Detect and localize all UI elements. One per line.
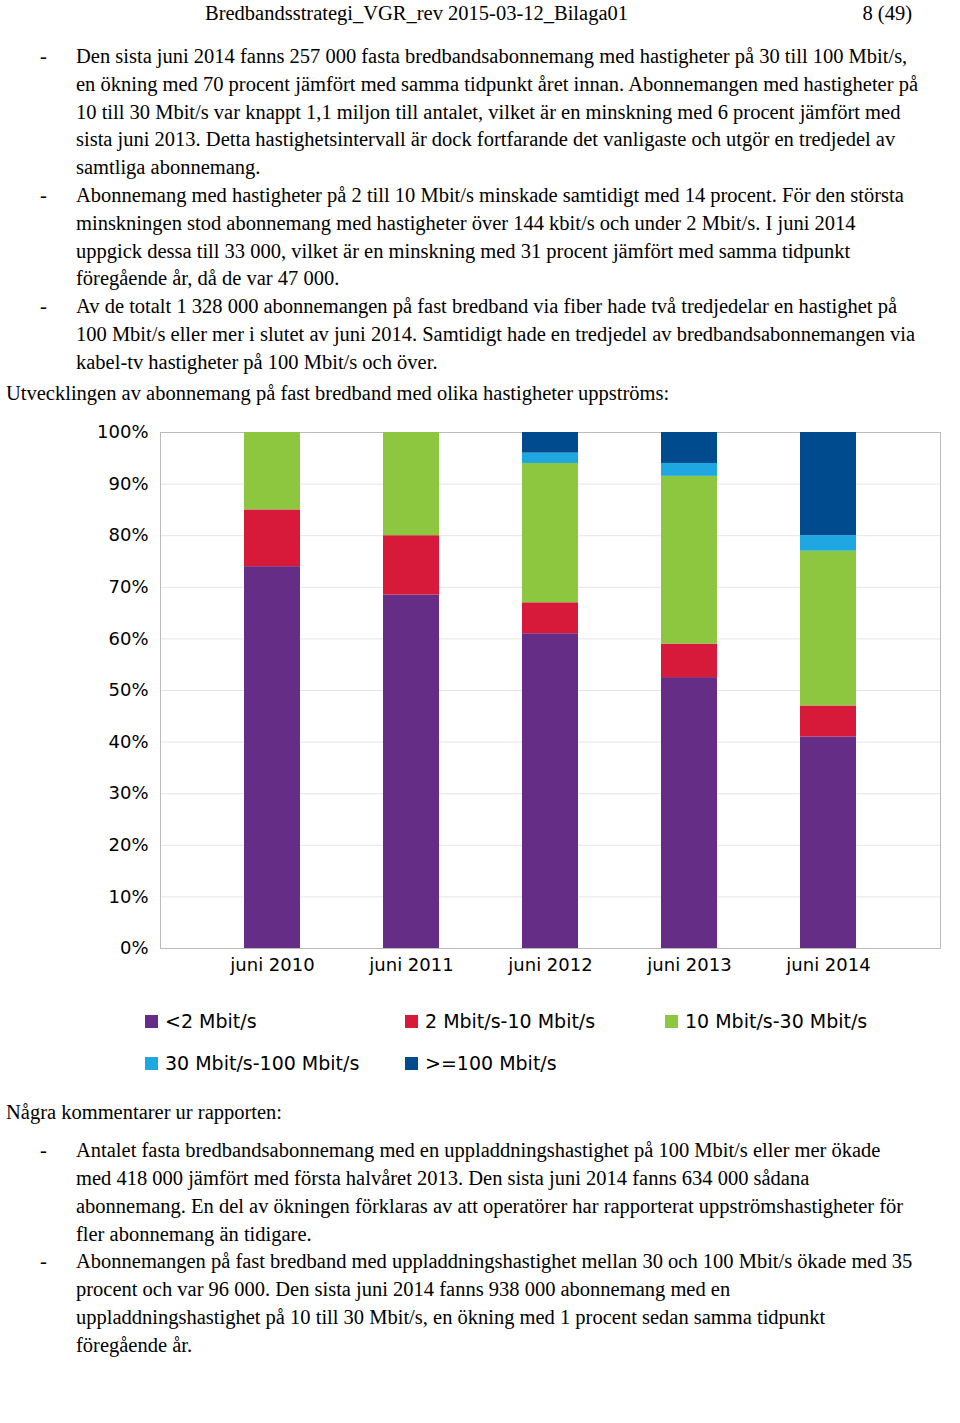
svg-text:60%: 60%	[108, 628, 148, 649]
svg-text:juni 2014: juni 2014	[785, 955, 870, 976]
html-text:8 (49): 8 (49)	[862, 2, 912, 24]
html-text:Abonnemang med hastigheter på: Abonnemang med hastigheter på 2 till 10 …	[76, 184, 904, 290]
html-text:Bredbandsstrategi_VGR_rev 2015: Bredbandsstrategi_VGR_rev 2015-03-12_Bil…	[205, 2, 628, 24]
svg-text:50%: 50%	[108, 680, 148, 701]
html-text:Några kommentarer ur rapporten: Några kommentarer ur rapporten:	[6, 1101, 283, 1124]
svg-text:0%: 0%	[120, 938, 149, 959]
html-text:Utvecklingen av abonnemang på: Utvecklingen av abonnemang på fast bredb…	[6, 381, 670, 404]
html-text:Abonnemangen på fast bredband: Abonnemangen på fast bredband med upplad…	[76, 1250, 913, 1356]
svg-text:90%: 90%	[108, 473, 148, 494]
svg-text:70%: 70%	[108, 576, 148, 597]
svg-text:juni 2010: juni 2010	[229, 955, 314, 976]
html-text:Antalet fasta bredbandsabonnem: Antalet fasta bredbandsabonnemang med en…	[76, 1139, 904, 1245]
svg-text:80%: 80%	[108, 525, 148, 546]
svg-text:juni 2013: juni 2013	[646, 955, 731, 976]
html-text:Den sista juni 2014 fanns 257: Den sista juni 2014 fanns 257 000 fasta …	[76, 45, 918, 179]
svg-text:30%: 30%	[108, 783, 148, 804]
svg-text:juni 2011: juni 2011	[368, 955, 453, 976]
svg-text:40%: 40%	[108, 731, 148, 752]
html-text:2 Mbit/s-10 Mbit/s: 2 Mbit/s-10 Mbit/s	[425, 1010, 596, 1033]
html-text:10 Mbit/s-30 Mbit/s: 10 Mbit/s-30 Mbit/s	[685, 1010, 868, 1033]
svg-text:juni 2012: juni 2012	[507, 955, 592, 976]
html-text:<2 Mbit/s: <2 Mbit/s	[165, 1010, 257, 1033]
html-text:>=100 Mbit/s: >=100 Mbit/s	[425, 1052, 557, 1075]
html-text:Av de totalt 1 328 000 abonnem: Av de totalt 1 328 000 abonnemangen på f…	[76, 295, 916, 373]
svg-text:100%: 100%	[97, 422, 148, 443]
html-text:30 Mbit/s-100 Mbit/s: 30 Mbit/s-100 Mbit/s	[165, 1052, 360, 1075]
svg-text:10%: 10%	[108, 886, 148, 907]
svg-text:20%: 20%	[108, 834, 148, 855]
